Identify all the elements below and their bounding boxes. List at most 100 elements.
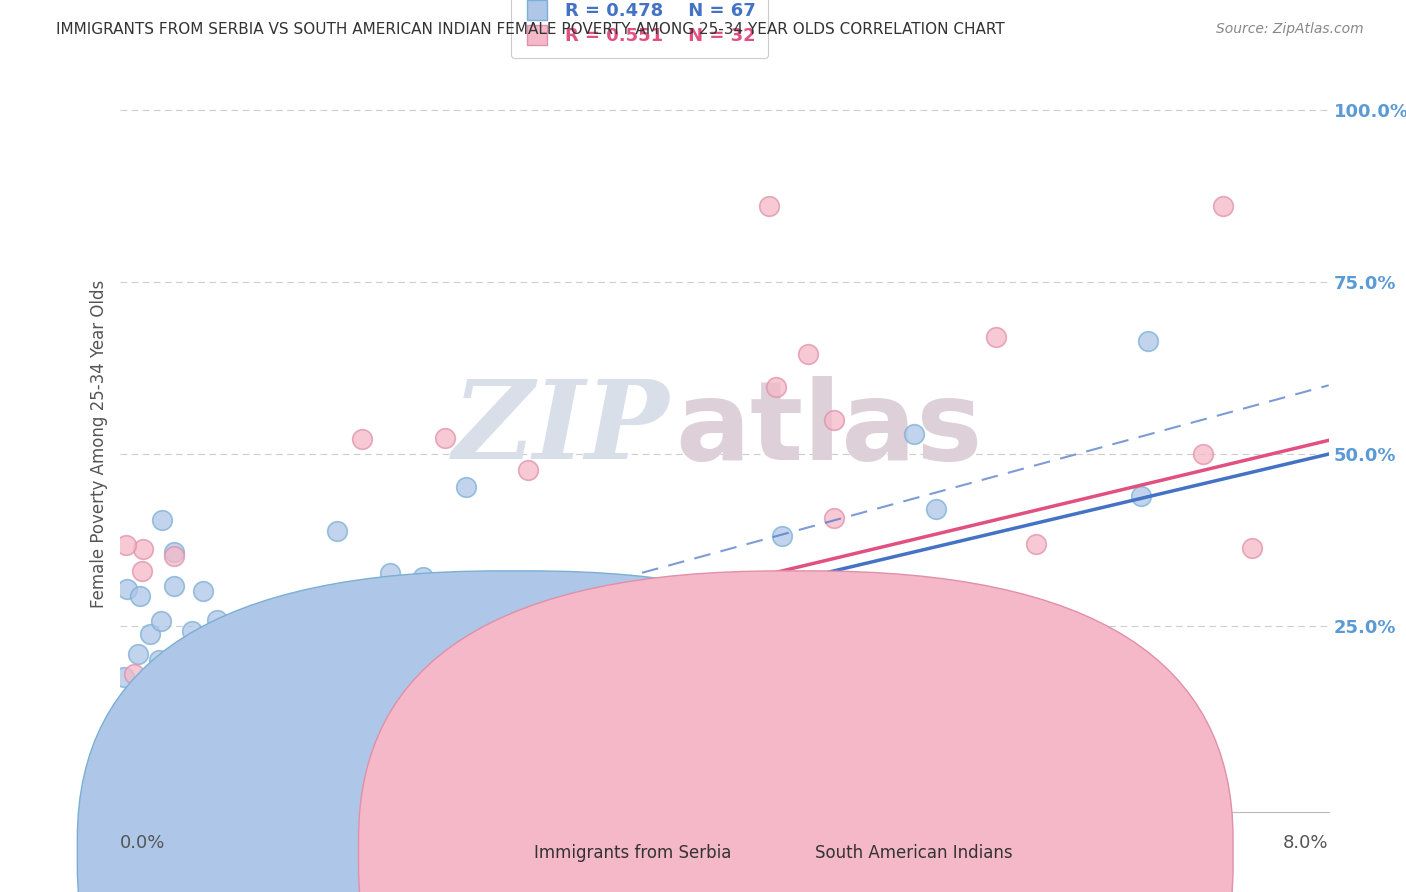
Legend: R = 0.478    N = 67, R = 0.551    N = 32: R = 0.478 N = 67, R = 0.551 N = 32 (510, 0, 768, 58)
Point (167, 791, 190, 805)
Point (156, 791, 179, 805)
Point (186, 674, 208, 689)
Point (592, 662, 614, 676)
Point (205, 613, 228, 627)
Point (152, 791, 174, 805)
Point (115, 538, 138, 552)
Point (686, 586, 709, 600)
Point (308, 591, 330, 605)
Point (454, 480, 477, 494)
Point (984, 330, 1007, 344)
Point (1025, 536, 1047, 550)
Point (152, 791, 174, 805)
Point (797, 347, 820, 361)
Point (139, 627, 162, 641)
Point (112, 670, 135, 684)
Point (352, 618, 374, 632)
Point (180, 624, 202, 638)
Point (150, 791, 173, 805)
Point (380, 590, 402, 604)
Point (160, 720, 183, 734)
Point (172, 787, 194, 801)
Point (323, 630, 346, 644)
Point (769, 622, 792, 636)
Point (122, 667, 145, 681)
Point (172, 785, 194, 799)
Point (862, 627, 884, 641)
Point (1137, 334, 1160, 348)
Point (756, 701, 779, 715)
Point (114, 791, 136, 805)
Point (823, 413, 845, 427)
Point (823, 511, 845, 525)
Point (925, 502, 948, 516)
Point (132, 541, 155, 556)
Point (464, 640, 486, 655)
Point (240, 770, 263, 784)
Point (208, 725, 231, 739)
Point (606, 616, 628, 631)
Point (163, 549, 186, 564)
Point (326, 524, 349, 539)
Point (115, 697, 138, 711)
Text: Immigrants from Serbia: Immigrants from Serbia (534, 844, 731, 862)
Point (758, 199, 780, 213)
Y-axis label: Female Poverty Among 25-34 Year Olds: Female Poverty Among 25-34 Year Olds (90, 280, 108, 607)
Point (170, 729, 193, 743)
Point (165, 715, 187, 730)
Point (136, 791, 159, 805)
Point (129, 590, 152, 604)
Point (1192, 447, 1215, 461)
Point (163, 579, 186, 593)
Point (200, 791, 222, 805)
Point (828, 615, 851, 629)
Text: South American Indians: South American Indians (815, 844, 1014, 862)
Point (166, 665, 188, 680)
Point (142, 791, 165, 805)
Point (138, 749, 160, 764)
Point (326, 598, 349, 612)
Point (179, 705, 201, 719)
Point (121, 702, 143, 716)
Point (224, 715, 246, 730)
Point (914, 636, 936, 650)
Point (434, 431, 457, 445)
Point (127, 647, 149, 661)
Point (903, 426, 925, 441)
Point (681, 614, 703, 628)
Point (262, 744, 284, 758)
Point (273, 613, 295, 627)
Point (149, 615, 172, 629)
Point (371, 668, 394, 682)
Point (176, 748, 198, 763)
Point (148, 791, 170, 805)
Point (256, 714, 278, 728)
Point (352, 432, 374, 446)
Point (231, 637, 253, 651)
Point (191, 584, 214, 599)
Point (380, 566, 402, 581)
Point (145, 737, 167, 751)
Point (225, 742, 247, 756)
Point (129, 791, 152, 805)
Point (150, 513, 173, 527)
Point (1212, 199, 1234, 213)
Point (163, 545, 186, 559)
Point (516, 463, 538, 477)
Point (411, 632, 433, 646)
Text: Source: ZipAtlas.com: Source: ZipAtlas.com (1216, 22, 1364, 37)
Point (136, 791, 159, 805)
Point (152, 791, 174, 805)
Point (114, 762, 136, 776)
Point (765, 380, 787, 394)
Point (246, 678, 269, 692)
Point (235, 630, 257, 644)
Point (132, 723, 155, 738)
Point (143, 737, 166, 751)
Point (336, 776, 359, 790)
Point (770, 529, 793, 543)
Text: 8.0%: 8.0% (1284, 834, 1329, 852)
Point (673, 603, 696, 617)
Point (115, 582, 138, 596)
Text: ZIP: ZIP (453, 376, 669, 483)
